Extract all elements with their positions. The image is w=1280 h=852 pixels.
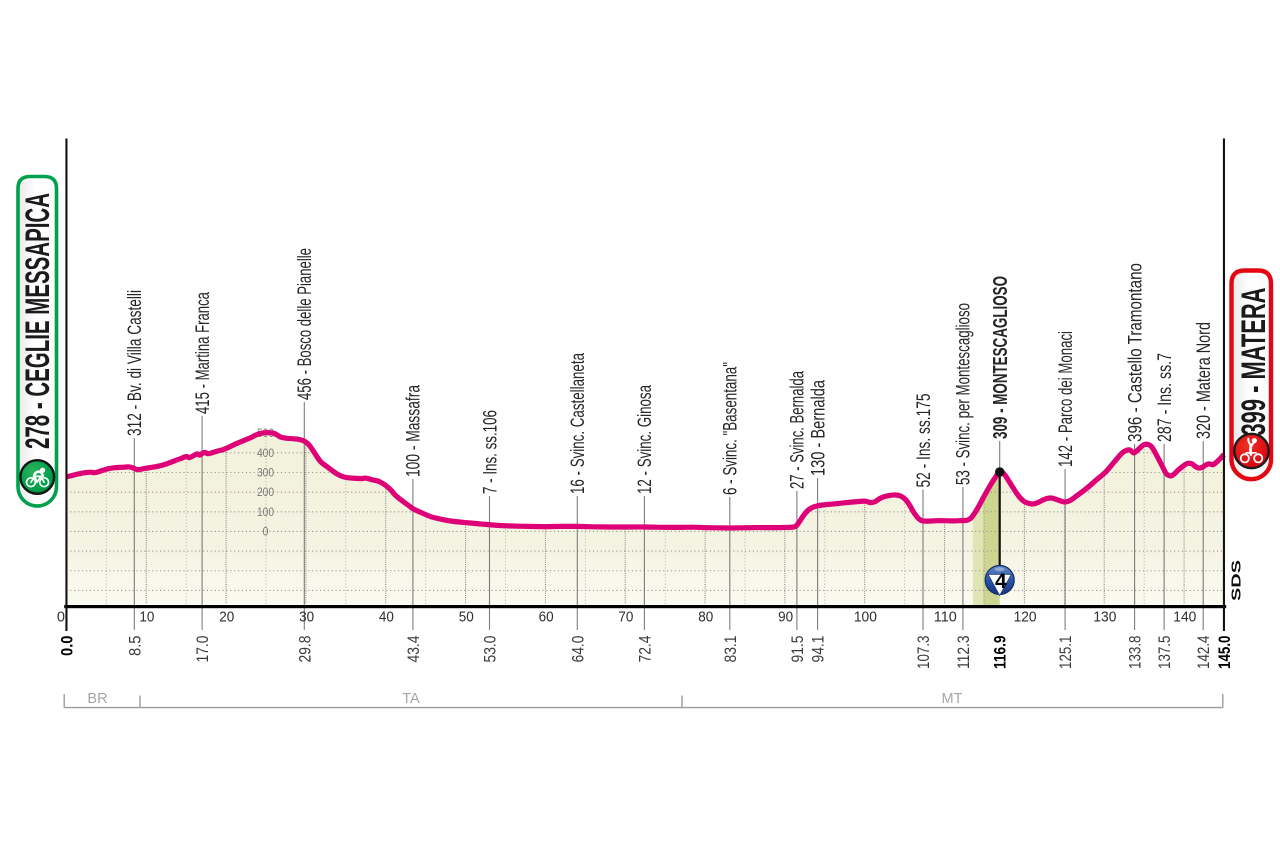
svg-text:400: 400 xyxy=(257,448,274,460)
svg-text:4: 4 xyxy=(995,570,1007,593)
svg-text:130 - Bernalda: 130 - Bernalda xyxy=(808,380,829,476)
svg-text:10: 10 xyxy=(139,610,154,626)
svg-text:SDS: SDS xyxy=(1229,560,1244,601)
svg-text:278 - CEGLIE MESSAPICA: 278 - CEGLIE MESSAPICA xyxy=(19,193,57,449)
svg-text:64.0: 64.0 xyxy=(568,636,587,663)
svg-text:107.3: 107.3 xyxy=(914,636,933,670)
svg-text:50: 50 xyxy=(459,610,474,626)
svg-text:125.1: 125.1 xyxy=(1056,636,1075,670)
svg-text:456 - Bosco delle Pianelle: 456 - Bosco delle Pianelle xyxy=(295,248,316,400)
svg-text:40: 40 xyxy=(379,610,394,626)
svg-text:94.1: 94.1 xyxy=(809,636,828,663)
svg-text:53 - Svinc. per Montescaglioso: 53 - Svinc. per Montescaglioso xyxy=(954,303,975,485)
svg-text:0.0: 0.0 xyxy=(57,636,76,657)
svg-text:BR: BR xyxy=(87,691,107,707)
svg-text:0: 0 xyxy=(57,610,65,626)
svg-text:43.4: 43.4 xyxy=(404,636,423,663)
svg-text:12 - Svinc. Ginosa: 12 - Svinc. Ginosa xyxy=(635,385,656,494)
svg-text:415 - Martina Franca: 415 - Martina Franca xyxy=(193,292,214,414)
svg-text:120: 120 xyxy=(1014,610,1037,626)
svg-text:100 - Massafra: 100 - Massafra xyxy=(404,385,425,477)
svg-text:29.8: 29.8 xyxy=(295,636,314,663)
svg-text:200: 200 xyxy=(257,487,274,499)
svg-text:137.5: 137.5 xyxy=(1155,636,1174,670)
svg-text:399 - MATERA: 399 - MATERA xyxy=(1235,288,1273,436)
svg-text:142.4: 142.4 xyxy=(1194,636,1213,670)
svg-text:TA: TA xyxy=(402,691,420,707)
svg-text:27 - Svinc. Bernalda: 27 - Svinc. Bernalda xyxy=(788,371,809,489)
svg-text:80: 80 xyxy=(698,610,713,626)
svg-text:110: 110 xyxy=(934,610,957,626)
svg-text:6 - Svinc. "Basentana": 6 - Svinc. "Basentana" xyxy=(721,362,742,495)
svg-text:30: 30 xyxy=(299,610,314,626)
svg-text:100: 100 xyxy=(257,507,274,519)
svg-text:320 - Matera Nord: 320 - Matera Nord xyxy=(1194,322,1215,439)
svg-text:7 - Ins. ss.106: 7 - Ins. ss.106 xyxy=(480,410,501,494)
svg-text:145.0: 145.0 xyxy=(1215,636,1234,670)
svg-text:72.4: 72.4 xyxy=(635,636,654,663)
svg-text:287 - Ins. ss.7: 287 - Ins. ss.7 xyxy=(1155,353,1176,442)
svg-text:8.5: 8.5 xyxy=(125,636,144,657)
svg-text:MT: MT xyxy=(942,691,963,707)
svg-text:83.1: 83.1 xyxy=(721,636,740,663)
svg-text:0: 0 xyxy=(263,527,269,539)
svg-text:17.0: 17.0 xyxy=(193,636,212,663)
svg-text:100: 100 xyxy=(854,610,877,626)
svg-text:130: 130 xyxy=(1093,610,1116,626)
svg-text:52 - Ins. ss.175: 52 - Ins. ss.175 xyxy=(914,394,935,488)
svg-text:309 - MONTESCAGLIOSO: 309 - MONTESCAGLIOSO xyxy=(990,276,1012,439)
svg-text:300: 300 xyxy=(257,468,274,480)
svg-text:133.8: 133.8 xyxy=(1126,636,1145,670)
svg-text:20: 20 xyxy=(219,610,234,626)
svg-text:60: 60 xyxy=(539,610,554,626)
svg-text:312 - Bv. di Villa Castelli: 312 - Bv. di Villa Castelli xyxy=(125,290,146,436)
svg-text:70: 70 xyxy=(618,610,633,626)
svg-text:112.3: 112.3 xyxy=(954,636,973,670)
svg-text:396 - Castello Tramontano: 396 - Castello Tramontano xyxy=(1125,263,1146,442)
svg-text:91.5: 91.5 xyxy=(788,636,807,663)
svg-text:90: 90 xyxy=(778,610,793,626)
svg-text:140: 140 xyxy=(1173,610,1196,626)
svg-text:142 - Parco dei Monaci: 142 - Parco dei Monaci xyxy=(1056,331,1077,467)
svg-text:53.0: 53.0 xyxy=(481,636,500,663)
svg-text:16 - Svinc. Castellaneta: 16 - Svinc. Castellaneta xyxy=(568,353,589,494)
svg-text:116.9: 116.9 xyxy=(991,636,1010,670)
